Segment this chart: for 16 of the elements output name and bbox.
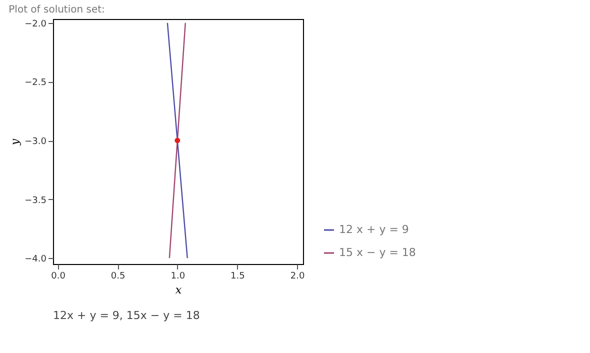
y-tick-label: −3.0 [24,137,47,147]
x-tick-label: 2.0 [290,272,305,282]
y-tick-label: −2.5 [24,78,46,88]
y-tick-label: −2.0 [24,19,47,30]
text: 12x + y = 9, 15x − y = 18 [53,309,200,322]
x-tick-label: 1.5 [230,272,245,282]
legend-label: 15 x − y = 18 [339,246,416,259]
x-axis-title: x [175,284,182,296]
legend-label: 12 x + y = 9 [339,223,409,236]
y-tick-label: −3.5 [24,196,46,206]
chart-title: Plot of solution set: [8,4,105,16]
y-axis-title: y [8,138,22,146]
x-tick-label: 0.0 [51,272,66,282]
x-tick-label: 0.5 [110,272,126,282]
x-tick-label: 1.0 [170,272,186,282]
y-tick-label: −4.0 [24,254,47,265]
